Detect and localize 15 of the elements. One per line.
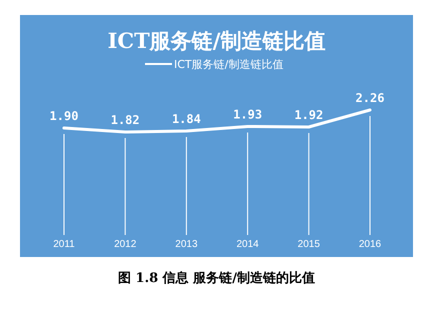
x-tick-label: 2011 xyxy=(53,239,76,250)
caption: 图 1.8 信息 服务链/制造链的比值 xyxy=(118,270,315,286)
data-label: 1.90 xyxy=(50,109,78,123)
data-label: 1.93 xyxy=(233,108,262,122)
x-tick-label: 2015 xyxy=(298,239,320,250)
x-tick-label: 2014 xyxy=(236,239,260,250)
chart-title: ICT服务链/制造链比值 xyxy=(108,28,326,53)
data-label: 1.84 xyxy=(172,112,201,126)
x-tick-label: 2016 xyxy=(358,239,382,250)
data-label: 2.26 xyxy=(356,91,384,105)
legend-label: ICT服务链/制造链比值 xyxy=(174,58,284,71)
data-label: 1.82 xyxy=(110,113,140,127)
x-tick-label: 2012 xyxy=(114,239,137,250)
data-label: 1.92 xyxy=(294,108,324,122)
x-tick-label: 2013 xyxy=(175,239,198,250)
